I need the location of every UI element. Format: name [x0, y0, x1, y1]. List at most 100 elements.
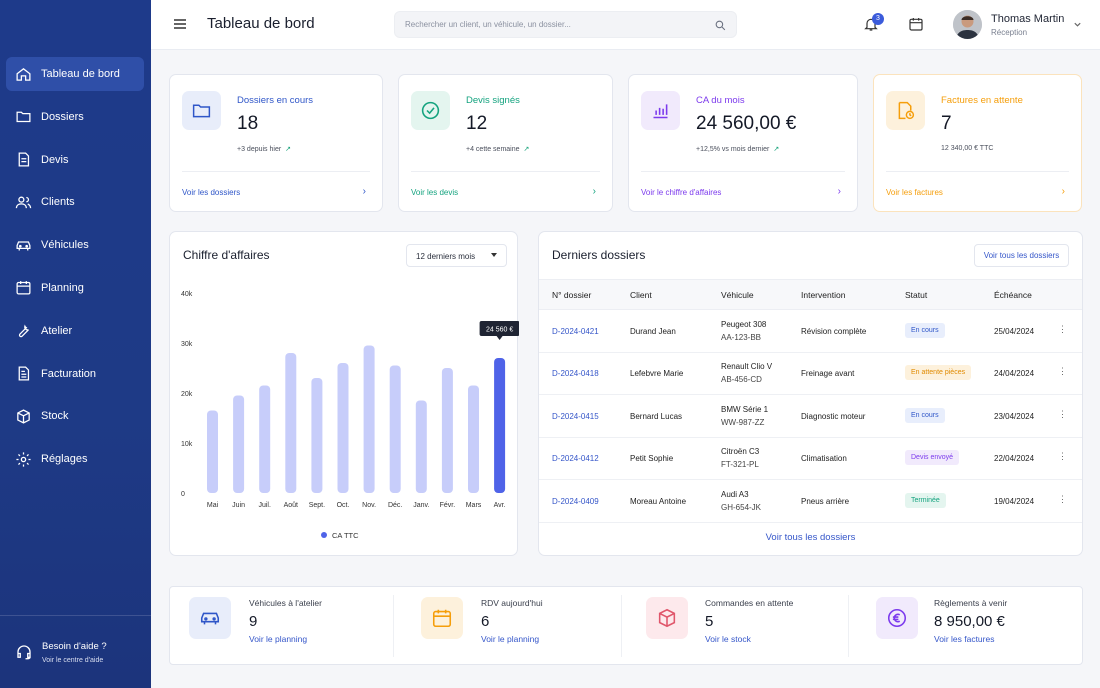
status-badge: En cours	[905, 407, 945, 423]
dossier-id-link[interactable]: D-2024-0418	[552, 369, 599, 379]
sidebar-item-dossiers[interactable]: Dossiers	[6, 100, 144, 134]
chevron-down-icon[interactable]	[1073, 20, 1082, 29]
summary-bar: Véhicules à l'atelier 9 Voir le planning…	[169, 586, 1083, 665]
column-header[interactable]: Statut	[905, 290, 928, 300]
y-tick-label: 0	[181, 491, 185, 498]
divider	[411, 171, 600, 172]
summary-link[interactable]: Voir le planning	[481, 634, 540, 644]
sidebar-item-label: Planning	[41, 281, 84, 294]
kpi-link[interactable]: Voir les dossiers	[182, 188, 241, 197]
intervention: Diagnostic moteur	[801, 411, 866, 421]
vehicle-model: Citroën C3	[721, 447, 760, 457]
column-header[interactable]: Échéance	[994, 290, 1032, 300]
kpi-sub: +3 depuis hier ↗	[237, 145, 291, 153]
summary-value: 5	[705, 613, 714, 630]
dossier-id-link[interactable]: D-2024-0415	[552, 411, 599, 421]
sidebar-item-clients[interactable]: Clients	[6, 185, 144, 219]
due-date: 22/04/2024	[994, 454, 1035, 464]
search-input[interactable]: Rechercher un client, un véhicule, un do…	[394, 11, 737, 38]
period-select[interactable]: 12 derniers mois	[406, 244, 507, 267]
more-options-icon[interactable]: ⋮	[1058, 408, 1067, 419]
y-tick-label: 20k	[181, 391, 193, 398]
summary-link[interactable]: Voir le planning	[249, 634, 308, 644]
chevron-right-icon[interactable]: ›	[1061, 186, 1065, 197]
more-options-icon[interactable]: ⋮	[1058, 493, 1067, 504]
table-row[interactable]: D-2024-0421 Durand Jean Peugeot 308 AA-123-…	[539, 311, 1082, 353]
vehicle-plate: AB-456-CD	[721, 375, 762, 385]
x-tick-label: Août	[284, 502, 298, 509]
column-header[interactable]: Intervention	[801, 290, 846, 300]
table-row[interactable]: D-2024-0415 Bernard Lucas BMW Série 1 WW-98…	[539, 396, 1082, 438]
avatar[interactable]	[953, 10, 982, 39]
sidebar-item-stock[interactable]: Stock	[6, 399, 144, 433]
chart-bar	[468, 385, 479, 493]
recent-dossiers-card: Derniers dossiers Voir tous les dossiers…	[538, 231, 1083, 556]
sidebar-item-label: Dossiers	[41, 110, 84, 123]
table-row[interactable]: D-2024-0418 Lefebvre Marie Renault Clio V A…	[539, 353, 1082, 396]
kpi-link[interactable]: Voir le chiffre d'affaires	[641, 188, 722, 197]
more-options-icon[interactable]: ⋮	[1058, 366, 1067, 377]
vehicle-plate: FT-321-PL	[721, 460, 759, 470]
dossier-id-link[interactable]: D-2024-0409	[552, 496, 599, 506]
kpi-link[interactable]: Voir les factures	[886, 188, 943, 197]
kpi-icon-box	[411, 91, 450, 130]
search-icon[interactable]	[714, 19, 727, 32]
box-icon	[17, 409, 30, 424]
sidebar-item-label: Facturation	[41, 367, 97, 380]
chevron-right-icon[interactable]: ›	[362, 186, 366, 197]
legend-dot	[321, 532, 327, 538]
kpi-card-dossiers: Dossiers en cours 18 +3 depuis hier ↗ Voi…	[169, 74, 383, 212]
revenue-title: Chiffre d'affaires	[183, 248, 270, 262]
chart-bar	[415, 400, 427, 493]
summary-icon-box	[421, 597, 463, 639]
document-icon	[18, 152, 30, 167]
view-all-dossiers-link[interactable]: Voir tous les dossiers	[765, 532, 856, 543]
summary-label: Véhicules à l'atelier	[249, 598, 322, 608]
more-options-icon[interactable]: ⋮	[1058, 451, 1067, 462]
due-date: 25/04/2024	[994, 327, 1035, 336]
help-link[interactable]: Voir le centre d'aide	[42, 656, 104, 664]
sidebar-item-reglages[interactable]: Réglages	[6, 442, 144, 476]
sidebar-item-facturation[interactable]: Facturation	[6, 357, 144, 391]
sidebar-item-atelier[interactable]: Atelier	[6, 314, 144, 348]
view-all-dossiers-button[interactable]: Voir tous les dossiers	[974, 244, 1069, 267]
help-center[interactable]: Besoin d'aide ? Voir le centre d'aide	[0, 615, 151, 688]
kpi-link[interactable]: Voir les devis	[411, 188, 459, 197]
due-date: 24/04/2024	[994, 369, 1035, 379]
client-name: Lefebvre Marie	[630, 369, 684, 379]
summary-label: RDV aujourd'hui	[481, 598, 543, 608]
user-name: Thomas Martin	[991, 13, 1065, 25]
chevron-right-icon[interactable]: ›	[837, 186, 841, 197]
table-row[interactable]: D-2024-0412 Petit Sophie Citroën C3 FT-321-…	[539, 438, 1082, 481]
invoice-icon	[18, 366, 30, 381]
divider	[182, 171, 370, 172]
x-tick-label: Juin	[232, 502, 245, 509]
status-badge: En cours	[905, 323, 945, 338]
more-options-icon[interactable]: ⋮	[1058, 324, 1067, 334]
sidebar-item-dashboard[interactable]: Tableau de bord	[6, 57, 144, 91]
column-header[interactable]: Client	[630, 290, 652, 300]
calendar-icon[interactable]	[908, 16, 924, 32]
table-row[interactable]: D-2024-0409 Moreau Antoine Audi A3 GH-654-J…	[539, 481, 1082, 523]
kpi-label: Devis signés	[466, 95, 520, 106]
page-title: Tableau de bord	[207, 15, 315, 32]
help-title: Besoin d'aide ?	[42, 640, 107, 652]
column-header[interactable]: N° dossier	[552, 290, 592, 300]
summary-icon-box	[646, 597, 688, 639]
users-icon	[15, 196, 32, 209]
summary-link[interactable]: Voir les factures	[934, 634, 995, 644]
kpi-sub: +4 cette semaine ↗	[466, 145, 529, 153]
menu-icon[interactable]	[173, 17, 187, 31]
column-header[interactable]: Véhicule	[721, 290, 754, 300]
sidebar-item-planning[interactable]: Planning	[6, 271, 144, 305]
kpi-label: CA du mois	[696, 95, 745, 106]
sidebar-item-devis[interactable]: Devis	[6, 143, 144, 177]
summary-link[interactable]: Voir le stock	[705, 634, 751, 644]
sidebar-item-vehicules[interactable]: Véhicules	[6, 228, 144, 262]
sidebar-nav: Tableau de bord Dossiers Devis Clients V…	[6, 57, 144, 485]
dossier-id-link[interactable]: D-2024-0421	[552, 327, 599, 336]
dossier-id-link[interactable]: D-2024-0412	[552, 454, 599, 464]
car-icon	[16, 241, 31, 251]
calendar-icon	[432, 609, 452, 628]
chevron-right-icon[interactable]: ›	[592, 186, 596, 197]
